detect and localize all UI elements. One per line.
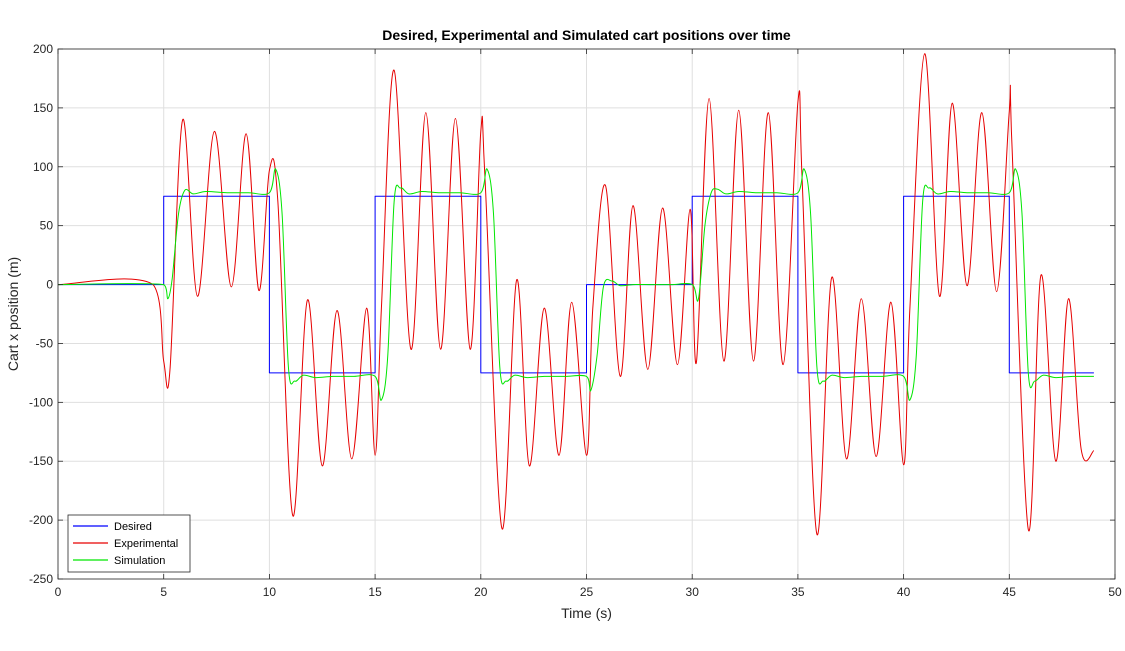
x-tick-label: 45 [1003,585,1017,599]
y-tick-label: 150 [33,101,53,115]
y-tick-label: -200 [29,513,53,527]
series-line-experimental [57,53,1095,535]
series-line-desired [58,195,1094,374]
x-tick-label: 15 [368,585,382,599]
x-axis-label: Time (s) [561,605,612,621]
legend-label: Experimental [114,538,178,550]
y-tick-label: -50 [36,336,54,350]
y-tick-label: 0 [46,278,53,292]
x-tick-label: 10 [263,585,277,599]
legend-label: Simulation [114,555,165,567]
y-tick-label: -250 [29,572,53,586]
x-tick-label: 40 [897,585,911,599]
x-tick-label: 0 [55,585,62,599]
y-axis-label: Cart x position (m) [5,257,21,371]
ticks: 0 5 10 15 20 25 30 35 40 45 50 -250 -200 -150 -100 -50 0… [29,42,1122,599]
x-tick-label: 5 [160,585,167,599]
x-tick-label: 50 [1108,585,1122,599]
legend-label: Desired [114,521,152,533]
x-tick-label: 30 [686,585,700,599]
legend: Desired Experimental Simulation [67,514,191,573]
x-tick-label: 20 [474,585,488,599]
x-tick-label: 25 [580,585,594,599]
y-tick-label: 200 [33,42,53,56]
y-tick-label: 100 [33,160,53,174]
x-tick-label: 35 [791,585,805,599]
series-layer [57,53,1095,535]
chart-title: Desired, Experimental and Simulated cart… [382,27,791,43]
y-tick-label: 50 [40,219,54,233]
y-tick-label: -100 [29,395,53,409]
series-line-simulation [57,168,1094,401]
y-tick-label: -150 [29,454,53,468]
